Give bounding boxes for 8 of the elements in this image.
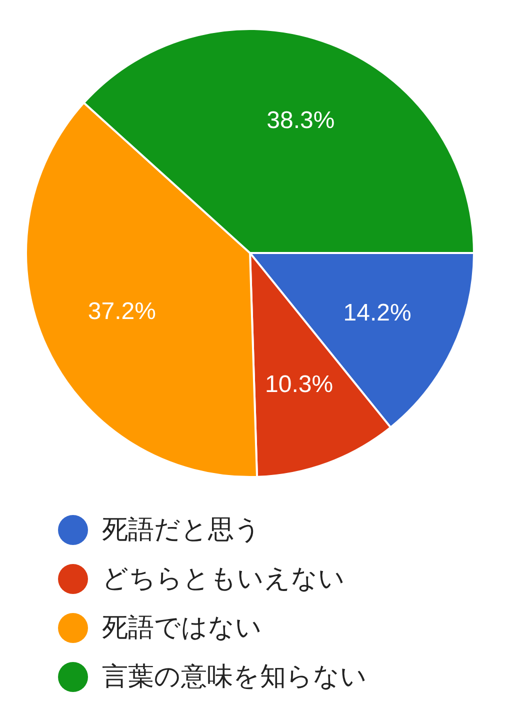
legend-label: どちらともいえない bbox=[102, 563, 345, 596]
legend-label: 死語だと思う bbox=[102, 514, 261, 547]
data-label: 37.2% bbox=[88, 298, 156, 325]
legend-label: 言葉の意味を知らない bbox=[102, 661, 367, 694]
legend-label: 死語ではない bbox=[102, 612, 262, 645]
data-label: 38.3% bbox=[266, 106, 335, 134]
data-label: 14.2% bbox=[343, 300, 412, 327]
data-label: 10.3% bbox=[265, 370, 334, 398]
